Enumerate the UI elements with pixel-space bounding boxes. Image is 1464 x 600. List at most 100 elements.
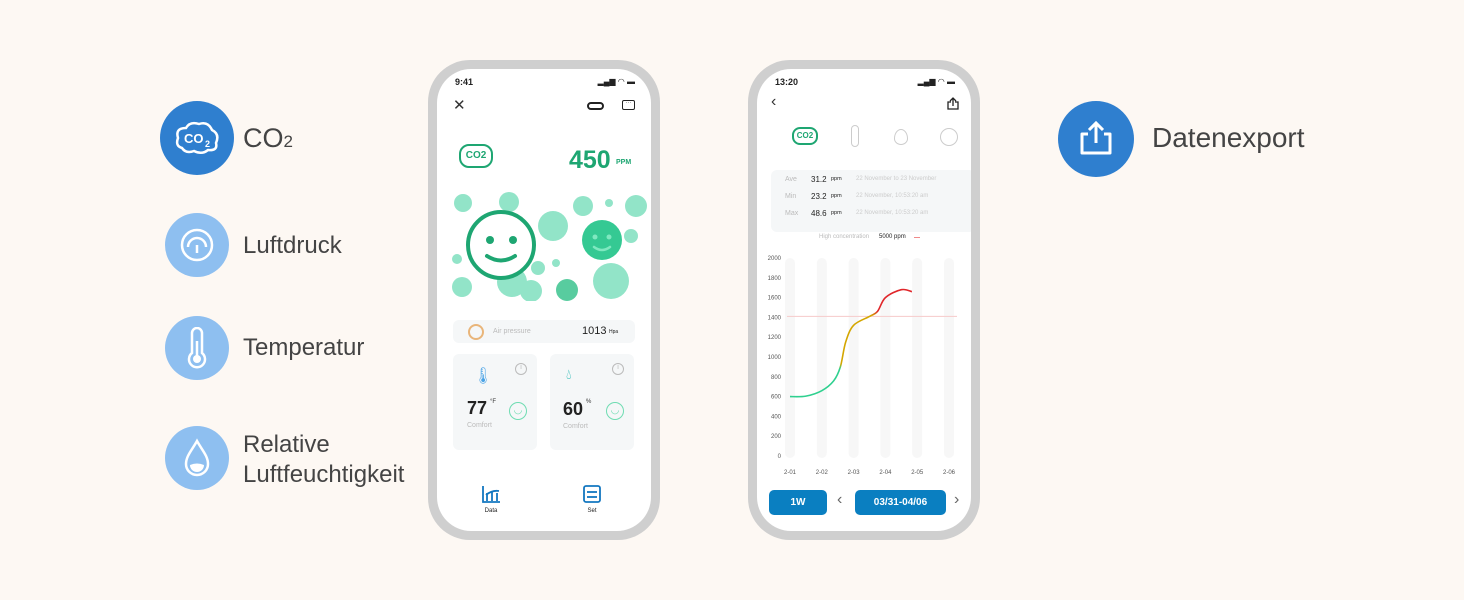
- y-tick-label: 800: [771, 375, 782, 381]
- status-icons: ▂▄▆ ◠ ▬: [597, 77, 635, 86]
- message-icon[interactable]: ···: [622, 100, 635, 110]
- co2-series-line: [789, 288, 913, 398]
- x-tick-label: 2-04: [879, 470, 892, 476]
- air-quality-bubbles: [452, 192, 647, 301]
- nav-set[interactable]: Set: [580, 485, 604, 514]
- close-icon[interactable]: ✕: [453, 97, 466, 114]
- temperature-unit: °F: [490, 399, 497, 405]
- column-band: [944, 258, 954, 458]
- pressure-label: Air pressure: [493, 328, 531, 335]
- y-tick-label: 400: [771, 414, 782, 420]
- tab-humidity[interactable]: [894, 129, 908, 145]
- column-band: [880, 258, 891, 458]
- tab-pressure[interactable]: [940, 128, 958, 146]
- svg-text:CO: CO: [184, 131, 204, 146]
- feature-label: Temperatur: [243, 334, 365, 361]
- temperature-status: Comfort: [467, 422, 492, 429]
- smile-icon: ◡: [606, 402, 624, 420]
- feature-label: Relative Luftfeuchtigkeit: [243, 431, 405, 488]
- co2-value: 450: [569, 146, 611, 174]
- drop-icon: 💧︎: [566, 366, 572, 382]
- stats-panel: [771, 170, 971, 232]
- x-tick-label: 2-02: [816, 470, 829, 476]
- prev-range-icon[interactable]: ‹: [837, 491, 843, 508]
- status-icons: ▂▄▆ ◠ ▬: [917, 77, 955, 86]
- status-time: 9:41: [455, 77, 474, 87]
- stat-unit: ppm: [831, 193, 842, 199]
- next-range-icon[interactable]: ›: [954, 491, 960, 508]
- chart-icon: [482, 486, 500, 503]
- tab-temperature[interactable]: [851, 125, 859, 147]
- phone-home-screen: 9:41 ▂▄▆ ◠ ▬ ✕ ··· CO2 450 PPM Air press…: [428, 60, 660, 540]
- y-tick-label: 2000: [768, 256, 782, 262]
- info-icon[interactable]: i: [612, 363, 624, 375]
- stat-unit: ppm: [831, 176, 842, 182]
- column-band: [912, 258, 923, 458]
- temperature-card[interactable]: 🌡︎ i 77 °F Comfort ◡: [453, 354, 537, 450]
- co2-line-chart: 2-01 2-02 2-03 2-04 2-05 2-06 0 200 400 600 800 100…: [768, 256, 957, 476]
- x-tick-label: 2-03: [848, 470, 861, 476]
- stat-unit: ppm: [831, 210, 842, 216]
- humidity-card[interactable]: 💧︎ i 60 % Comfort ◡: [550, 354, 634, 450]
- x-tick-label: 2-01: [784, 470, 797, 476]
- export-label: Datenexport: [1152, 122, 1305, 153]
- stat-label: Max: [785, 210, 799, 217]
- gauge-icon: [468, 324, 484, 340]
- smile-icon: ◡: [509, 402, 527, 420]
- co2-unit: PPM: [616, 159, 632, 166]
- info-icon[interactable]: i: [515, 363, 527, 375]
- air-pressure-row[interactable]: Air pressure 1013 Hpa: [453, 320, 635, 343]
- stat-label: Min: [785, 193, 797, 200]
- x-tick-label: 2-06: [943, 470, 956, 476]
- y-tick-label: 1400: [768, 315, 782, 321]
- settings-icon: [583, 485, 601, 503]
- threshold-legend-line: [914, 237, 920, 238]
- column-band: [785, 258, 795, 458]
- temperature-value: 77: [467, 398, 488, 418]
- status-time: 13:20: [775, 77, 799, 87]
- share-icon[interactable]: [947, 97, 959, 115]
- y-tick-label: 1200: [768, 335, 782, 341]
- feature-label: CO2: [243, 123, 293, 153]
- pressure-value: 1013: [582, 325, 607, 337]
- range-1w-button[interactable]: 1W: [769, 490, 827, 515]
- nav-data[interactable]: Data: [479, 485, 503, 514]
- co2-icon: CO2: [459, 144, 493, 168]
- happy-face-icon: [466, 210, 536, 280]
- humidity-unit: %: [586, 399, 592, 405]
- device-icon[interactable]: [587, 102, 604, 110]
- threshold-value: 5000 ppm: [879, 234, 906, 240]
- x-tick-label: 2-05: [911, 470, 924, 476]
- thermometer-icon: [165, 316, 229, 380]
- y-tick-label: 1600: [768, 296, 782, 302]
- thermometer-icon: 🌡︎: [473, 368, 494, 385]
- date-range-button[interactable]: 03/31-04/06: [855, 490, 946, 515]
- gauge-icon: [165, 213, 229, 277]
- stat-label: Ave: [785, 176, 797, 183]
- stat-value: 48.6: [811, 209, 827, 218]
- threshold-label: High concentration: [819, 234, 870, 240]
- pressure-unit: Hpa: [609, 329, 619, 335]
- share-icon: [1058, 101, 1134, 177]
- y-tick-label: 1800: [768, 276, 782, 282]
- svg-text:2: 2: [205, 139, 210, 149]
- feature-label: Luftdruck: [243, 232, 342, 259]
- y-tick-label: 600: [771, 395, 782, 401]
- y-tick-label: 200: [771, 434, 782, 440]
- y-tick-label: 1000: [768, 355, 782, 361]
- humidity-status: Comfort: [563, 423, 588, 430]
- stat-time: 22 November to 23 November: [856, 176, 937, 182]
- tab-co2[interactable]: CO2: [792, 127, 818, 145]
- stat-time: 22 November, 10:53:20 am: [856, 193, 929, 199]
- stat-value: 23.2: [811, 192, 827, 201]
- phone-data-screen: 13:20 ▂▄▆ ◠ ▬ ‹ CO2 Ave 31.2 ppm 22 Nove…: [748, 60, 980, 540]
- column-band: [816, 258, 827, 458]
- drop-icon: [165, 426, 229, 490]
- y-tick-label: 0: [778, 454, 782, 460]
- column-band: [848, 258, 859, 458]
- stat-time: 22 November, 10:53:20 am: [856, 210, 929, 216]
- humidity-value: 60: [563, 399, 584, 419]
- back-icon[interactable]: ‹: [771, 93, 777, 110]
- stat-value: 31.2: [811, 175, 827, 184]
